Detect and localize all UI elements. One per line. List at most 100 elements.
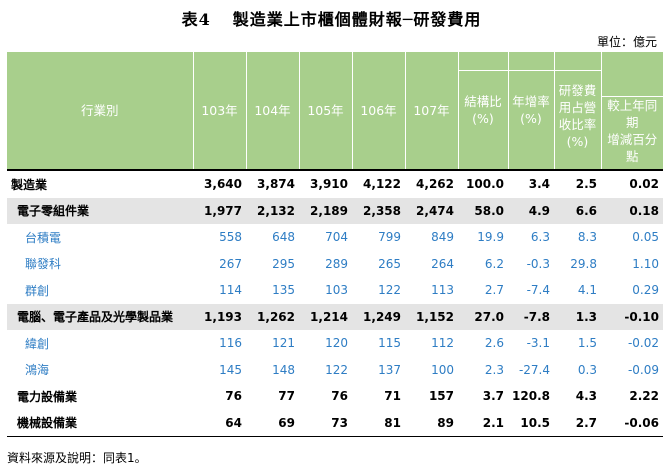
value-103-cell: 1,193 <box>193 303 246 330</box>
share-cell: 3.7 <box>482 389 504 404</box>
table-row: 製造業 3,640 3,874 3,910 4,122 4,262 100.0 3.4 2.5 0… <box>7 170 663 198</box>
header-diff-line1: 較上年同期 <box>607 98 658 130</box>
table-row: 機械設備業 64 69 73 81 89 2.1 10.5 2.7 -0.06 <box>7 410 663 437</box>
value-105-cell: 1,214 <box>299 303 352 330</box>
header-share: 結構比 (%) <box>458 52 509 170</box>
unit-label: 單位：億元 <box>596 35 657 49</box>
value-103-cell: 116 <box>219 336 242 351</box>
growth-cell: -3.1 <box>526 336 550 351</box>
value-105-cell: 73 <box>331 415 348 430</box>
table-row: 台積電 558 648 704 799 849 19.9 6.3 8.3 0.05 <box>7 224 663 251</box>
growth-cell: -27.4 <box>518 362 550 377</box>
value-103-cell: 64 <box>225 415 242 430</box>
share-cell: 2.6 <box>484 336 504 351</box>
ratio-cell: 2.5 <box>575 177 597 192</box>
header-year-103: 103年 <box>193 52 247 170</box>
growth-cell: 4.9 <box>508 197 554 224</box>
growth-cell: -7.4 <box>526 283 550 298</box>
value-105-cell: 103 <box>325 283 348 298</box>
header-growth: 年增率 (%) <box>508 52 555 170</box>
table-number: 表4 <box>181 10 211 29</box>
rd-expense-table: 行業別 103年 104年 105年 106年 107年 結構比 (%) 年增率… <box>7 52 663 437</box>
table-header: 行業別 103年 104年 105年 106年 107年 結構比 (%) 年增率… <box>7 52 663 170</box>
diff-cell: -0.02 <box>627 336 659 351</box>
header-ratio-line4: (%) <box>566 134 589 149</box>
share-cell: 27.0 <box>458 303 508 330</box>
value-103-cell: 1,977 <box>193 197 246 224</box>
value-106-cell: 2,358 <box>352 197 405 224</box>
value-104-cell: 77 <box>278 389 295 404</box>
share-cell: 2.3 <box>484 362 504 377</box>
table-row: 聯發科 267 295 289 265 264 6.2 -0.3 29.8 1.10 <box>7 251 663 278</box>
table-row: 電腦、電子產品及光學製品業 1,193 1,262 1,214 1,249 1,152 27… <box>7 303 663 330</box>
header-ratio-line1: 研發費 <box>558 83 597 98</box>
header-year-104: 104年 <box>246 52 300 170</box>
industry-name: 製造業 <box>11 177 48 192</box>
value-107-cell: 112 <box>431 336 454 351</box>
value-107-cell: 849 <box>431 230 454 245</box>
value-105-cell: 289 <box>325 256 348 271</box>
value-107-cell: 113 <box>431 283 454 298</box>
value-107-cell: 100 <box>431 362 454 377</box>
share-cell: 2.7 <box>484 283 504 298</box>
value-107-cell: 4,262 <box>416 177 454 192</box>
ratio-cell: 1.5 <box>577 336 597 351</box>
diff-cell: -0.10 <box>601 303 663 330</box>
ratio-cell: 4.3 <box>575 389 597 404</box>
header-year-106: 106年 <box>352 52 406 170</box>
value-105-cell: 120 <box>325 336 348 351</box>
value-106-cell: 4,122 <box>363 177 401 192</box>
diff-cell: 0.02 <box>629 177 659 192</box>
value-105-cell: 122 <box>325 362 348 377</box>
value-105-cell: 2,189 <box>299 197 352 224</box>
share-cell: 6.2 <box>484 256 504 271</box>
header-share-line2: (%) <box>472 111 494 126</box>
industry-name: 鴻海 <box>25 363 50 378</box>
value-104-cell: 148 <box>272 362 295 377</box>
value-104-cell: 135 <box>272 283 295 298</box>
ratio-cell: 1.3 <box>554 303 601 330</box>
value-106-cell: 122 <box>378 283 401 298</box>
table-row: 電子零組件業 1,977 2,132 2,189 2,358 2,474 58.0 4.9 6.… <box>7 197 663 224</box>
growth-cell: 3.4 <box>528 177 550 192</box>
value-107-cell: 264 <box>431 256 454 271</box>
ratio-cell: 2.7 <box>575 415 597 430</box>
growth-cell: 120.8 <box>512 389 550 404</box>
industry-name: 電子零組件業 <box>7 197 193 224</box>
value-103-cell: 558 <box>219 230 242 245</box>
value-106-cell: 81 <box>384 415 401 430</box>
header-share-line1: 結構比 <box>464 94 502 109</box>
growth-cell: -7.8 <box>508 303 554 330</box>
header-ratio-line3: 收比率 <box>558 117 597 132</box>
value-107-cell: 89 <box>437 415 454 430</box>
ratio-cell: 8.3 <box>577 230 597 245</box>
value-105-cell: 3,910 <box>310 177 348 192</box>
header-year-107: 107年 <box>405 52 459 170</box>
value-103-cell: 145 <box>219 362 242 377</box>
value-104-cell: 121 <box>272 336 295 351</box>
share-cell: 19.9 <box>477 230 504 245</box>
ratio-cell: 6.6 <box>554 197 601 224</box>
ratio-cell: 29.8 <box>570 256 597 271</box>
header-year-105: 105年 <box>299 52 353 170</box>
table-body: 製造業 3,640 3,874 3,910 4,122 4,262 100.0 3.4 2.5 0… <box>7 170 663 437</box>
header-growth-line1: 年增率 <box>512 94 550 109</box>
value-103-cell: 114 <box>219 283 242 298</box>
industry-name: 台積電 <box>25 230 62 245</box>
growth-cell: 10.5 <box>520 415 550 430</box>
ratio-cell: 4.1 <box>577 283 597 298</box>
industry-name: 電腦、電子產品及光學製品業 <box>7 303 193 330</box>
value-105-cell: 76 <box>331 389 348 404</box>
source-note: 資料來源及說明：同表1。 <box>7 451 147 465</box>
value-106-cell: 265 <box>378 256 401 271</box>
header-ratio: 研發費 用占營 收比率 (%) <box>554 52 601 170</box>
share-cell: 2.1 <box>482 415 504 430</box>
value-106-cell: 1,249 <box>352 303 405 330</box>
value-104-cell: 2,132 <box>246 197 299 224</box>
value-104-cell: 69 <box>278 415 295 430</box>
growth-cell: 6.3 <box>530 230 550 245</box>
value-106-cell: 137 <box>378 362 401 377</box>
value-105-cell: 704 <box>325 230 348 245</box>
value-106-cell: 71 <box>384 389 401 404</box>
value-107-cell: 157 <box>428 389 454 404</box>
